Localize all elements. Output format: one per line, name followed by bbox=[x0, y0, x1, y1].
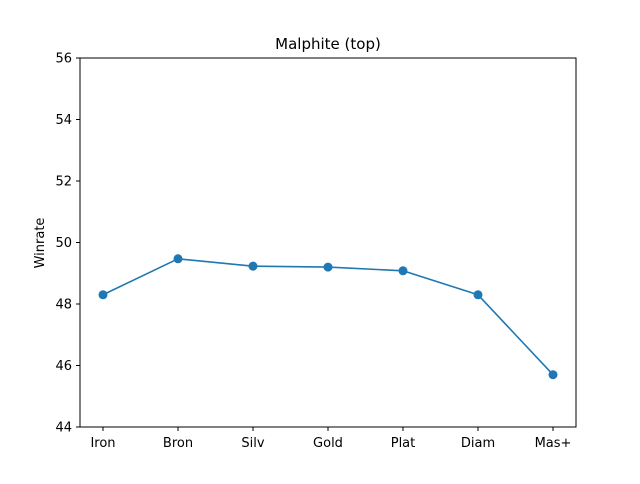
data-point bbox=[248, 261, 258, 271]
y-tick-label: 44 bbox=[55, 421, 72, 436]
x-tick-label: Silv bbox=[241, 436, 264, 451]
x-tick-label: Gold bbox=[313, 436, 343, 451]
y-tick-label: 54 bbox=[55, 113, 72, 128]
x-tick-label: Plat bbox=[391, 436, 416, 451]
data-point bbox=[98, 290, 108, 300]
y-tick-label: 48 bbox=[55, 298, 72, 313]
y-tick-label: 50 bbox=[55, 236, 72, 251]
x-tick-label: Iron bbox=[90, 436, 115, 451]
y-tick-label: 56 bbox=[55, 52, 72, 67]
x-tick-label: Mas+ bbox=[535, 436, 572, 451]
data-point bbox=[398, 266, 408, 276]
plot-area: 44 46 48 50 52 54 56 Iron Bron Silv Gold Plat Diam Ma… bbox=[55, 52, 577, 451]
y-axis-title: Winrate bbox=[33, 218, 48, 269]
y-tick-label: 52 bbox=[55, 175, 72, 190]
data-point bbox=[473, 290, 483, 300]
data-point bbox=[323, 262, 333, 272]
chart-title: Malphite (top) bbox=[275, 35, 381, 53]
data-point bbox=[548, 370, 558, 380]
x-tick-label: Bron bbox=[163, 436, 193, 451]
y-tick-label: 46 bbox=[55, 359, 72, 374]
x-tick-label: Diam bbox=[461, 436, 495, 451]
data-point bbox=[173, 254, 183, 264]
